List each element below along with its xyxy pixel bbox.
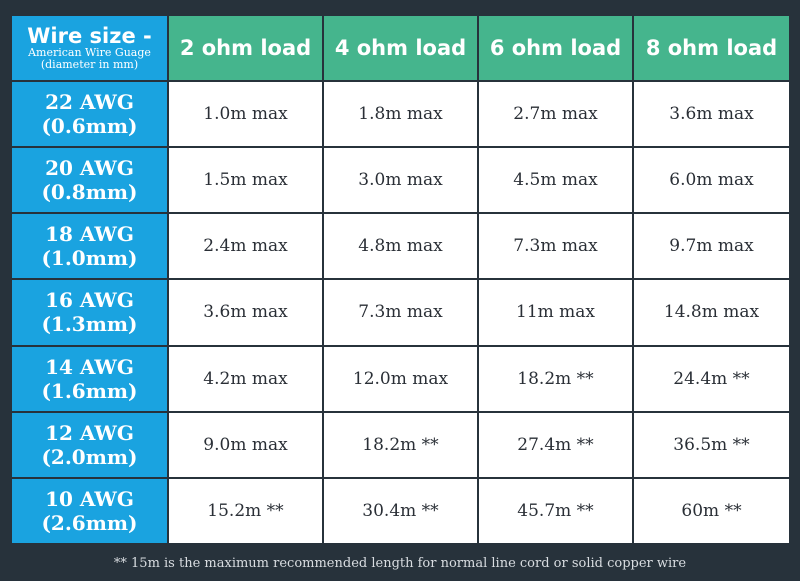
table-cell: 12.0m max: [322, 344, 479, 413]
table-cell: 18.2m **: [322, 410, 479, 479]
column-header-8-ohm: 8 ohm load: [632, 14, 791, 82]
table-row: 20 AWG (0.8mm) 1.5m max 3.0m max 4.5m ma…: [10, 146, 791, 215]
table-row: 16 AWG (1.3mm) 3.6m max 7.3m max 11m max…: [10, 278, 791, 347]
diameter-label: (2.0mm): [41, 444, 138, 469]
row-header-gauge: 18 AWG (1.0mm): [10, 212, 169, 281]
table-cell: 14.8m max: [632, 278, 791, 347]
gauge-label: 22 AWG: [45, 90, 134, 115]
table-cell: 1.5m max: [167, 146, 324, 215]
row-header-gauge: 20 AWG (0.8mm): [10, 146, 169, 215]
table-cell: 7.3m max: [477, 212, 634, 281]
row-header-gauge: 10 AWG (2.6mm): [10, 476, 169, 546]
row-header-gauge: 16 AWG (1.3mm): [10, 278, 169, 347]
wire-size-header: Wire size - American Wire Guage (diamete…: [10, 14, 169, 82]
column-header-2-ohm: 2 ohm load: [167, 14, 324, 82]
footnote: ** 15m is the maximum recommended length…: [113, 556, 687, 571]
table-cell: 1.8m max: [322, 79, 479, 149]
gauge-label: 12 AWG: [45, 420, 134, 445]
table-cell: 4.5m max: [477, 146, 634, 215]
table-cell: 36.5m **: [632, 410, 791, 479]
table-cell: 2.4m max: [167, 212, 324, 281]
table-cell: 11m max: [477, 278, 634, 347]
table-cell: 9.0m max: [167, 410, 324, 479]
diameter-label: (1.0mm): [41, 246, 138, 271]
diameter-label: (2.6mm): [41, 510, 138, 535]
table-cell: 30.4m **: [322, 476, 479, 546]
table-cell: 7.3m max: [322, 278, 479, 347]
table-cell: 3.6m max: [167, 278, 324, 347]
table-cell: 27.4m **: [477, 410, 634, 479]
wire-size-subtitle: American Wire Guage: [28, 46, 151, 60]
table-row: 22 AWG (0.6mm) 1.0m max 1.8m max 2.7m ma…: [10, 79, 791, 149]
table-cell: 60m **: [632, 476, 791, 546]
table-cell: 3.6m max: [632, 79, 791, 149]
diameter-label: (1.3mm): [41, 312, 138, 337]
table-cell: 24.4m **: [632, 344, 791, 413]
row-header-gauge: 12 AWG (2.0mm): [10, 410, 169, 479]
table-cell: 6.0m max: [632, 146, 791, 215]
wire-size-title: Wire size -: [27, 24, 152, 49]
table-cell: 18.2m **: [477, 344, 634, 413]
table-row: 10 AWG (2.6mm) 15.2m ** 30.4m ** 45.7m *…: [10, 476, 791, 546]
table-cell: 1.0m max: [167, 79, 324, 149]
table-row: 12 AWG (2.0mm) 9.0m max 18.2m ** 27.4m *…: [10, 410, 791, 479]
column-header-6-ohm: 6 ohm load: [477, 14, 634, 82]
gauge-label: 14 AWG: [45, 354, 134, 379]
column-header-4-ohm: 4 ohm load: [322, 14, 479, 82]
table-row: 18 AWG (1.0mm) 2.4m max 4.8m max 7.3m ma…: [10, 212, 791, 281]
gauge-label: 10 AWG: [45, 486, 134, 511]
gauge-label: 18 AWG: [45, 222, 134, 247]
diameter-label: (0.6mm): [41, 114, 138, 139]
table-cell: 9.7m max: [632, 212, 791, 281]
row-header-gauge: 22 AWG (0.6mm): [10, 79, 169, 149]
table-cell: 3.0m max: [322, 146, 479, 215]
diameter-label: (0.8mm): [41, 180, 138, 205]
gauge-label: 20 AWG: [45, 156, 134, 181]
row-header-gauge: 14 AWG (1.6mm): [10, 344, 169, 413]
table-row: 14 AWG (1.6mm) 4.2m max 12.0m max 18.2m …: [10, 344, 791, 413]
wire-size-unit-note: (diameter in mm): [40, 58, 139, 72]
table-cell: 4.8m max: [322, 212, 479, 281]
table-cell: 4.2m max: [167, 344, 324, 413]
table-cell: 15.2m **: [167, 476, 324, 546]
table-cell: 45.7m **: [477, 476, 634, 546]
wire-length-table: Wire size - American Wire Guage (diamete…: [10, 14, 791, 546]
gauge-label: 16 AWG: [45, 288, 134, 313]
diameter-label: (1.6mm): [41, 378, 138, 403]
header-row: Wire size - American Wire Guage (diamete…: [10, 14, 791, 82]
table-cell: 2.7m max: [477, 79, 634, 149]
